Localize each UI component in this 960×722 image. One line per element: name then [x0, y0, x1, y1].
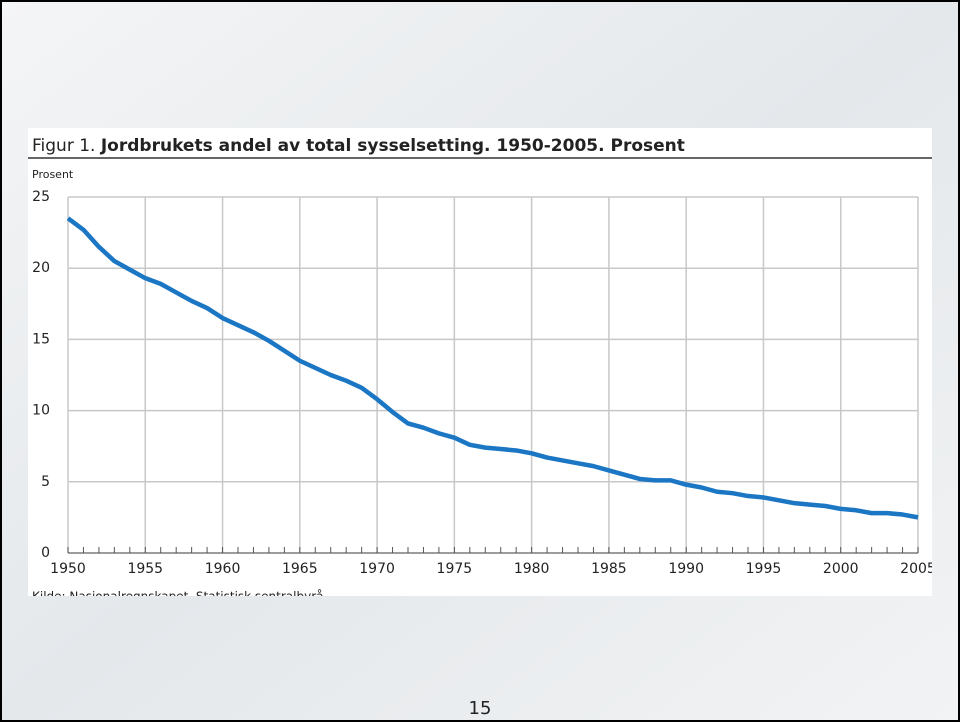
y-tick-label: 5 [41, 474, 50, 490]
title: Jordbrukets andel av total sysselsetting… [100, 136, 685, 156]
chart: Figur 1. Jordbrukets andel av total syss… [28, 128, 936, 604]
data-line [66, 216, 919, 520]
x-tick-label: 1965 [282, 561, 318, 577]
y-tick-label: 15 [32, 331, 50, 347]
page-number: 15 [469, 698, 492, 719]
x-tick-label: 2005 [900, 561, 936, 577]
y-tick-label: 10 [32, 403, 50, 419]
x-tick-label: 1955 [127, 561, 163, 577]
source: Kilde: Nasjonalregnskapet. Statistisk se… [32, 590, 324, 604]
x-tick-label: 1990 [668, 561, 704, 577]
chart-background [28, 128, 932, 596]
x-tick-label: 1985 [591, 561, 627, 577]
figure-label: Figur 1. [32, 136, 95, 156]
x-tick-label: 2000 [823, 561, 859, 577]
y-axis-label: Prosent [32, 168, 74, 181]
y-tick-label: 0 [41, 545, 50, 561]
x-tick-label: 1975 [437, 561, 473, 577]
y-tick-label: 25 [32, 189, 50, 205]
y-tick-label: 20 [32, 260, 50, 276]
x-tick-label: 1980 [514, 561, 550, 577]
x-tick-label: 1950 [50, 561, 86, 577]
x-tick-label: 1960 [205, 561, 241, 577]
chart-title: Figur 1. Jordbrukets andel av total syss… [32, 136, 685, 156]
x-tick-label: 1995 [746, 561, 782, 577]
x-tick-label: 1970 [359, 561, 395, 577]
